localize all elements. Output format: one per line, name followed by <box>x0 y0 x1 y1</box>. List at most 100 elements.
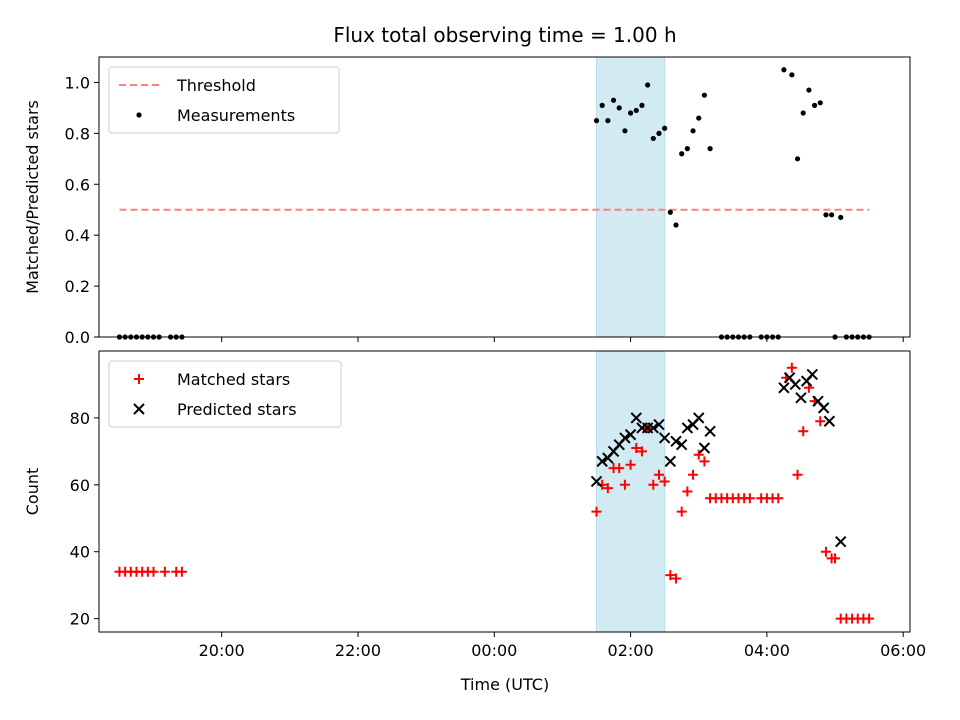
y-tick-label: 0.0 <box>65 328 90 347</box>
data-point <box>693 449 704 460</box>
data-point <box>625 459 636 470</box>
data-point <box>650 135 656 142</box>
data-point <box>701 92 708 98</box>
data-point <box>699 456 710 467</box>
x-tick-label: 22:00 <box>335 641 381 660</box>
data-point <box>648 479 659 490</box>
y-tick-label: 40 <box>70 543 90 562</box>
data-point <box>656 130 662 136</box>
legend: Threshold Measurements <box>108 66 340 134</box>
data-point <box>658 432 671 444</box>
data-point <box>653 469 664 480</box>
y-tick-label: 20 <box>70 610 90 629</box>
data-point <box>673 222 679 228</box>
x-tick-label: 06:00 <box>880 641 926 660</box>
data-point <box>630 412 642 424</box>
legend-marker <box>133 403 145 415</box>
data-point <box>614 463 625 474</box>
data-point <box>830 553 841 564</box>
data-point <box>778 382 790 394</box>
y-tick-label: 60 <box>70 476 90 495</box>
data-point <box>622 128 628 134</box>
data-point <box>815 416 826 427</box>
chart-title: Flux total observing time = 1.00 h <box>333 23 676 47</box>
data-point <box>829 212 835 218</box>
legend-label: Threshold <box>176 76 256 95</box>
data-point <box>670 435 682 448</box>
series-matched-stars <box>114 362 875 624</box>
data-point <box>619 432 631 444</box>
data-point <box>696 115 702 121</box>
data-point <box>667 209 673 215</box>
x-tick-label: 02:00 <box>608 641 654 660</box>
x-tick-label: 20:00 <box>199 641 245 660</box>
y-tick-label: 0.4 <box>65 226 90 245</box>
data-point <box>820 546 831 557</box>
data-point <box>591 506 602 517</box>
data-point <box>176 566 187 577</box>
data-point <box>590 475 603 488</box>
y-axis-label: Matched/Predicted stars <box>23 100 42 294</box>
x-tick-label: 04:00 <box>744 641 790 660</box>
data-point <box>789 72 795 78</box>
data-point <box>698 442 711 454</box>
data-point <box>616 105 622 111</box>
data-point <box>781 67 787 73</box>
y-axis-label: Count <box>23 468 42 516</box>
data-point <box>864 613 875 624</box>
highlight-band <box>596 350 666 633</box>
data-point <box>662 125 668 131</box>
data-point <box>806 368 819 381</box>
data-point <box>148 566 159 577</box>
data-point <box>823 212 829 218</box>
y-tick-label: 0.6 <box>65 175 90 194</box>
data-point <box>811 102 818 108</box>
data-point <box>682 486 693 497</box>
y-tick-label: 0.8 <box>65 124 90 143</box>
data-point <box>671 573 682 584</box>
data-point <box>786 362 797 373</box>
data-point <box>631 443 642 454</box>
series-predicted-stars <box>590 368 847 548</box>
data-point <box>675 438 688 451</box>
y-tick-label: 1.0 <box>65 73 90 92</box>
data-point <box>838 214 844 220</box>
data-point <box>792 469 803 480</box>
data-point <box>602 483 613 494</box>
data-point <box>619 479 630 490</box>
data-point <box>610 97 617 103</box>
data-point <box>681 422 694 434</box>
highlight-band <box>596 56 666 338</box>
data-point <box>659 476 670 487</box>
data-point <box>679 151 685 157</box>
data-point <box>599 102 605 108</box>
data-point <box>823 415 836 427</box>
data-point <box>693 412 705 424</box>
data-point <box>817 100 823 106</box>
data-point <box>633 107 639 114</box>
data-point <box>800 110 806 116</box>
data-point <box>835 535 847 548</box>
plot-frame <box>98 350 911 633</box>
legend-label: Matched stars <box>177 370 290 389</box>
data-point <box>704 425 716 437</box>
data-point <box>645 82 651 88</box>
legend-label: Measurements <box>177 106 295 125</box>
x-tick-label: 00:00 <box>471 641 517 660</box>
count-panel: 20 40 60 80 20:00 22:00 00:00 02:00 04:00 06:00 Co… <box>23 350 926 660</box>
data-point <box>596 455 608 468</box>
data-point <box>744 493 755 504</box>
legend-marker <box>136 112 142 118</box>
y-tick-label: 0.2 <box>65 277 90 296</box>
data-point <box>789 378 801 391</box>
data-point <box>707 146 713 152</box>
legend-label: Predicted stars <box>177 400 297 419</box>
data-point <box>605 118 611 124</box>
data-point <box>639 102 645 108</box>
data-point <box>653 418 665 431</box>
data-point <box>636 446 647 457</box>
legend: Matched stars Predicted stars <box>108 360 342 428</box>
data-point <box>798 426 809 437</box>
data-point <box>676 506 687 517</box>
